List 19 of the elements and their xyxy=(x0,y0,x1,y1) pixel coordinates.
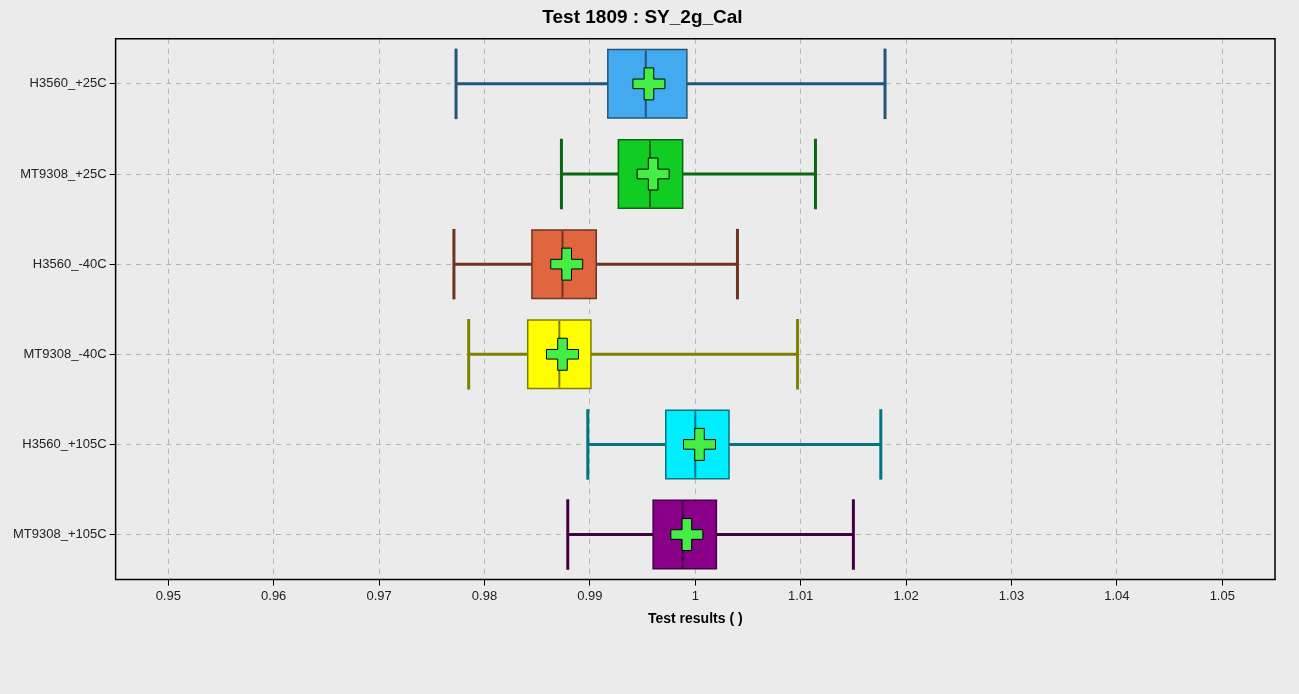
x-tick-label: 0.99 xyxy=(577,587,603,603)
y-tick-label: H3560_+105C xyxy=(22,435,107,451)
y-tick-label: MT9308_-40C xyxy=(23,345,107,361)
y-tick-label: MT9308_+25C xyxy=(20,165,107,181)
chart-title: Test 1809 : SY_2g_Cal xyxy=(542,5,743,27)
x-tick-label: 0.96 xyxy=(261,587,287,603)
x-axis-title: Test results ( ) xyxy=(647,610,743,627)
y-tick-label: H3560_+25C xyxy=(29,75,107,91)
x-tick-label: 1.05 xyxy=(1209,587,1235,603)
y-tick-label: MT9308_+105C xyxy=(13,526,107,542)
x-tick-label: 1.02 xyxy=(893,587,919,603)
x-tick-label: 1.03 xyxy=(998,587,1025,603)
x-tick-label: 1.04 xyxy=(1104,587,1130,603)
x-tick-label: 1.01 xyxy=(788,587,814,603)
y-tick-label: H3560_-40C xyxy=(32,255,107,271)
x-tick-label: 0.98 xyxy=(471,587,498,603)
x-tick-label: 1 xyxy=(691,587,699,603)
x-tick-label: 0.97 xyxy=(366,587,392,603)
x-tick-label: 0.95 xyxy=(155,587,181,603)
